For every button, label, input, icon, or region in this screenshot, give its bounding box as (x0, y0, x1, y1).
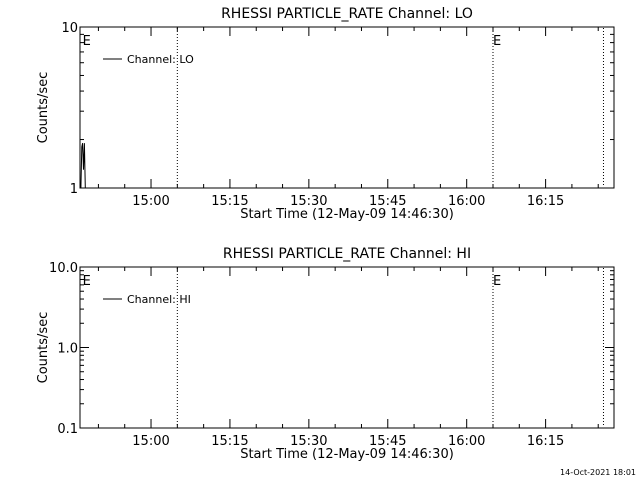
x-axis-label: Start Time (12-May-09 14:46:30) (240, 207, 454, 222)
event-marker-label: E (83, 274, 91, 289)
x-tick-label: 15:15 (211, 434, 248, 449)
chart-title: RHESSI PARTICLE_RATE Channel: LO (221, 6, 473, 22)
x-tick-label: 15:15 (211, 194, 248, 209)
event-marker-label: E (493, 34, 501, 49)
x-tick-label: 15:30 (290, 194, 327, 209)
x-tick-label: 15:30 (290, 434, 327, 449)
legend-entry: Channel: LO (127, 53, 194, 66)
footer-timestamp: 14-Oct-2021 18:01 (560, 468, 636, 477)
x-tick-label: 16:00 (448, 434, 485, 449)
y-tick-label: 0.1 (57, 422, 78, 437)
chart-title: RHESSI PARTICLE_RATE Channel: HI (223, 246, 471, 262)
data-series-line (80, 142, 86, 189)
event-marker-label: E (83, 34, 91, 49)
plot-frame (79, 266, 615, 429)
y-axis-label: Counts/sec (36, 72, 51, 144)
x-tick-label: 16:15 (527, 434, 564, 449)
legend-entry: Channel: HI (127, 293, 191, 306)
y-tick-label: 10 (61, 21, 78, 36)
y-tick-label: 1 (70, 182, 78, 197)
x-tick-label: 15:45 (369, 434, 406, 449)
y-tick-label: 10.0 (49, 261, 78, 276)
x-tick-label: 16:00 (448, 194, 485, 209)
x-tick-label: 15:00 (132, 194, 169, 209)
event-marker-label: E (493, 274, 501, 289)
y-axis-label: Counts/sec (36, 312, 51, 384)
x-tick-label: 16:15 (527, 194, 564, 209)
x-axis-label: Start Time (12-May-09 14:46:30) (240, 447, 454, 462)
x-tick-label: 15:00 (132, 434, 169, 449)
plot-frame (79, 26, 615, 189)
y-tick-label: 1.0 (57, 342, 78, 357)
x-tick-label: 15:45 (369, 194, 406, 209)
